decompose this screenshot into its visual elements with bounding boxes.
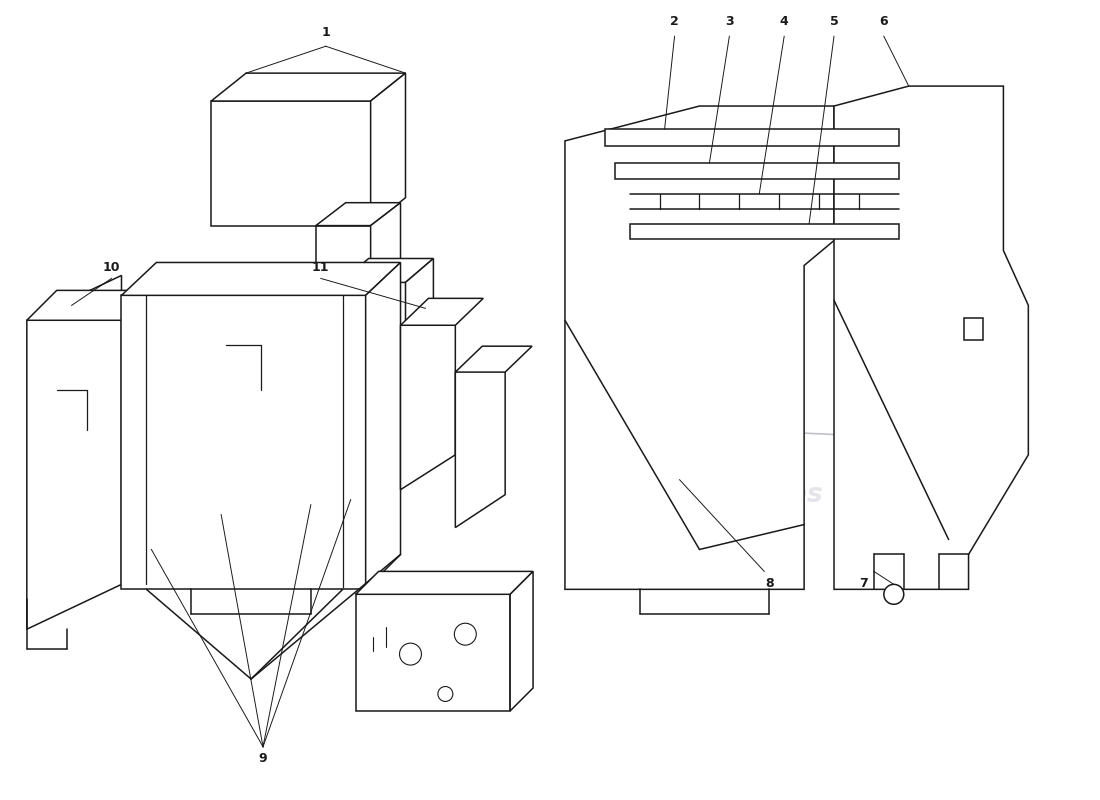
Polygon shape: [316, 226, 371, 295]
Text: eurospares: eurospares: [656, 482, 823, 508]
Polygon shape: [406, 258, 433, 338]
Polygon shape: [615, 163, 899, 178]
Polygon shape: [371, 73, 406, 226]
Polygon shape: [211, 73, 406, 101]
Polygon shape: [355, 571, 534, 594]
Circle shape: [399, 643, 421, 665]
Polygon shape: [211, 101, 371, 226]
Polygon shape: [121, 295, 365, 590]
Polygon shape: [605, 129, 899, 146]
Text: 9: 9: [258, 752, 267, 765]
Polygon shape: [510, 571, 534, 711]
Text: eurospares: eurospares: [192, 397, 360, 423]
Text: 6: 6: [880, 15, 888, 28]
Polygon shape: [26, 275, 121, 630]
Polygon shape: [400, 298, 483, 326]
Polygon shape: [263, 298, 356, 322]
Polygon shape: [371, 202, 400, 295]
Text: 3: 3: [725, 15, 734, 28]
Polygon shape: [365, 262, 400, 590]
Text: 7: 7: [859, 578, 868, 590]
Polygon shape: [455, 350, 505, 527]
Polygon shape: [565, 106, 834, 590]
Polygon shape: [629, 224, 899, 238]
Polygon shape: [121, 262, 400, 295]
Text: 2: 2: [670, 15, 679, 28]
Polygon shape: [329, 298, 356, 368]
Circle shape: [438, 686, 453, 702]
Polygon shape: [341, 258, 433, 282]
Polygon shape: [341, 282, 406, 338]
Text: 11: 11: [312, 262, 330, 274]
Text: 5: 5: [829, 15, 838, 28]
Polygon shape: [316, 202, 400, 226]
Polygon shape: [263, 322, 329, 368]
Text: 1: 1: [321, 26, 330, 39]
Polygon shape: [964, 318, 983, 340]
Text: 8: 8: [764, 578, 773, 590]
Polygon shape: [834, 86, 1028, 590]
Text: 10: 10: [102, 262, 120, 274]
Text: 4: 4: [780, 15, 789, 28]
Polygon shape: [400, 300, 455, 490]
Polygon shape: [26, 290, 152, 320]
Polygon shape: [355, 594, 510, 711]
Polygon shape: [455, 346, 532, 372]
Circle shape: [883, 584, 904, 604]
Circle shape: [454, 623, 476, 645]
